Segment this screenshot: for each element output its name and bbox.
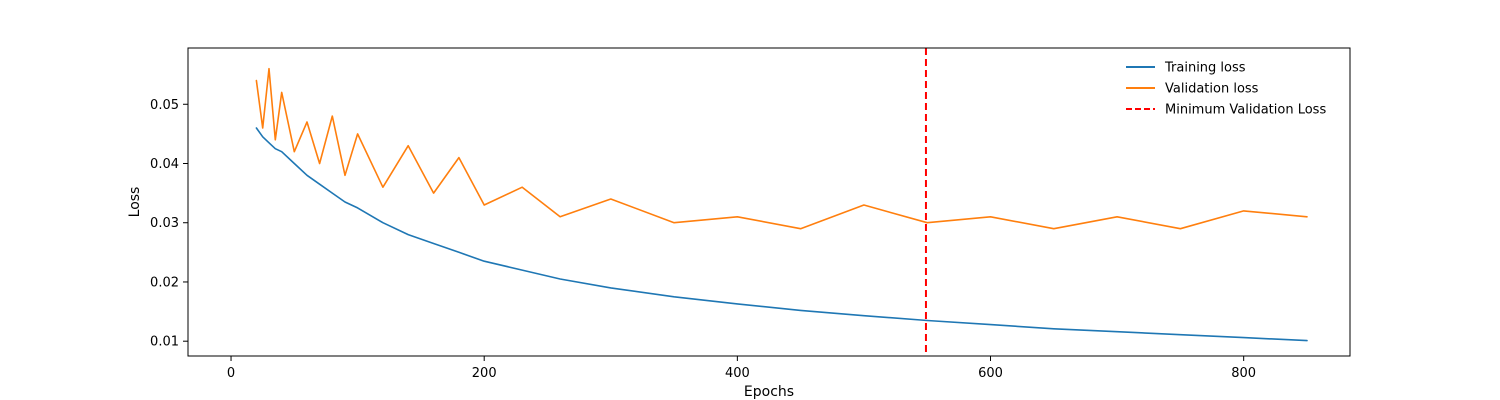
legend: Training loss Validation loss Minimum Va…: [1126, 61, 1326, 118]
x-tick-label: 0: [227, 366, 235, 381]
x-tick-label: 600: [978, 366, 1003, 381]
y-tick-label: 0.05: [150, 98, 179, 113]
y-tick-label: 0.01: [150, 335, 179, 350]
training-loss-line: [255, 127, 1308, 342]
x-tick-label: 200: [472, 366, 497, 381]
x-tick-label: 400: [725, 366, 750, 381]
y-axis-label: Loss: [127, 187, 143, 218]
x-axis-label: Epochs: [744, 384, 794, 400]
y-tick-label: 0.03: [150, 216, 179, 231]
legend-label-validation: Validation loss: [1165, 82, 1259, 97]
y-tick-label: 0.04: [150, 157, 179, 172]
series-layer: [255, 48, 1308, 356]
plot-frame: [187, 47, 1351, 357]
legend-label-training: Training loss: [1164, 61, 1246, 76]
axes: 0 200 400 600 800 0.01 0.02 0.03 0.04 0.05: [150, 47, 1351, 381]
validation-loss-line: [255, 67, 1308, 230]
legend-label-min-val: Minimum Validation Loss: [1165, 103, 1326, 118]
y-tick-label: 0.02: [150, 275, 179, 290]
x-tick-label: 800: [1231, 366, 1256, 381]
